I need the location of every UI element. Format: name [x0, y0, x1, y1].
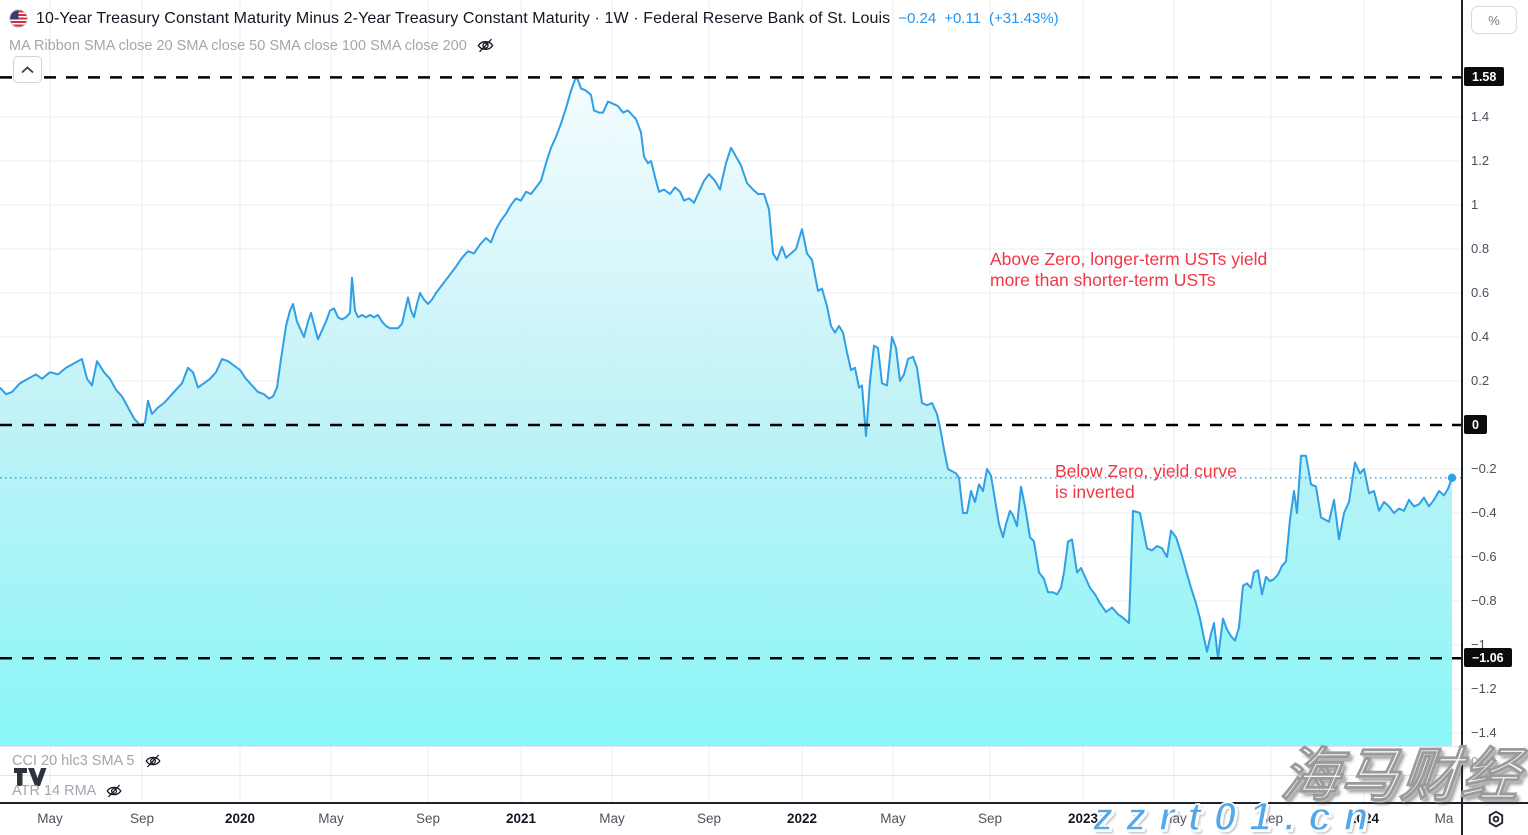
- time-axis-label: 2024: [1348, 811, 1380, 826]
- axis-corner: [1463, 804, 1528, 835]
- annotation-below-zero[interactable]: Below Zero, yield curve is inverted: [1055, 461, 1237, 503]
- pane-separator[interactable]: [0, 746, 1462, 747]
- time-axis-label: May: [318, 811, 344, 826]
- time-axis-label: 2020: [224, 811, 256, 826]
- price-axis[interactable]: % 0.00 1.4 1.2 1 0.8 0.6 0.4 0.2 −0.2 −0.4 −0.6 −0…: [1463, 0, 1528, 803]
- price-axis-label: −0.6: [1471, 549, 1497, 564]
- time-axis-label: 2021: [505, 811, 537, 826]
- pane-separator[interactable]: [0, 775, 1462, 776]
- price-axis-label: 0.6: [1471, 285, 1490, 300]
- price-axis-label: −0.4: [1471, 505, 1497, 520]
- price-axis-label: −0.2: [1471, 461, 1497, 476]
- time-axis-label: Sep: [1258, 811, 1284, 826]
- time-axis-separator: [0, 802, 1528, 804]
- price-axis-label: −1.4: [1471, 725, 1497, 740]
- chevron-up-icon: [21, 65, 34, 73]
- ma-ribbon-label: MA Ribbon SMA close 20 SMA close 50 SMA …: [9, 37, 467, 54]
- symbol-legend-row[interactable]: 10-Year Treasury Constant Maturity Minus…: [9, 9, 1059, 28]
- time-axis-label: Sep: [696, 811, 722, 826]
- ma-ribbon-legend-row[interactable]: MA Ribbon SMA close 20 SMA close 50 SMA …: [9, 36, 495, 55]
- eye-off-icon[interactable]: [476, 36, 495, 55]
- change-percent: (+31.43%): [989, 10, 1059, 27]
- tradingview-logo: [13, 767, 47, 793]
- time-axis-label: 2022: [786, 811, 818, 826]
- price-axis-label: 1: [1471, 197, 1479, 212]
- annotation-line: Below Zero, yield curve: [1055, 461, 1237, 481]
- collapse-legend-button[interactable]: [13, 56, 42, 83]
- price-axis-label: 1.4: [1471, 109, 1490, 124]
- area-chart: [0, 0, 1462, 803]
- time-axis-label: May: [599, 811, 625, 826]
- chart-canvas[interactable]: [0, 0, 1462, 803]
- price-axis-label: −1.2: [1471, 681, 1497, 696]
- time-axis-label: Ma: [1434, 811, 1454, 826]
- cci-indicator-label: CCI 20 hlc3 SMA 5: [12, 753, 135, 769]
- time-axis-label: May: [1161, 811, 1187, 826]
- price-axis-label: −0.8: [1471, 593, 1497, 608]
- us-flag-icon: [9, 9, 28, 28]
- price-axis-label: 0.2: [1471, 373, 1490, 388]
- price-level-tag: 0: [1464, 415, 1487, 434]
- price-level-tag: −1.06: [1464, 648, 1512, 668]
- cci-indicator-row[interactable]: CCI 20 hlc3 SMA 5: [12, 752, 162, 770]
- price-level-tag: 1.58: [1464, 67, 1505, 87]
- atr-indicator-label: ATR 14 RMA: [12, 783, 97, 799]
- time-axis-label: 2023: [1067, 811, 1099, 826]
- watermark-url-text: zzrt01.cn: [1092, 794, 1382, 835]
- annotation-above-zero[interactable]: Above Zero, longer-term USTs yield more …: [990, 249, 1267, 291]
- time-axis-label: Sep: [415, 811, 441, 826]
- atr-indicator-row[interactable]: ATR 14 RMA: [12, 782, 123, 800]
- last-value: −0.24: [898, 10, 937, 27]
- time-axis-label: Sep: [977, 811, 1003, 826]
- annotation-line: more than shorter-term USTs: [990, 270, 1216, 290]
- time-axis-label: May: [37, 811, 63, 826]
- gear-icon[interactable]: [1485, 809, 1507, 831]
- price-axis-label: 1.2: [1471, 153, 1490, 168]
- change-absolute: +0.11: [944, 10, 982, 27]
- time-axis-label: Sep: [129, 811, 155, 826]
- percent-scale-button[interactable]: %: [1471, 6, 1517, 34]
- symbol-title: 10-Year Treasury Constant Maturity Minus…: [36, 9, 891, 27]
- eye-off-icon[interactable]: [144, 752, 162, 770]
- price-axis-label: 0.4: [1471, 329, 1490, 344]
- annotation-line: Above Zero, longer-term USTs yield: [990, 249, 1268, 269]
- eye-off-icon[interactable]: [105, 782, 123, 800]
- annotation-line: is inverted: [1055, 482, 1135, 502]
- price-axis-separator: [1461, 0, 1463, 835]
- cci-axis-value: 0.00: [1471, 754, 1497, 769]
- price-axis-label: 0.8: [1471, 241, 1490, 256]
- time-axis-label: May: [880, 811, 906, 826]
- time-axis[interactable]: May Sep 2020 May Sep 2021 May Sep 2022 May Sep 2023…: [0, 804, 1461, 835]
